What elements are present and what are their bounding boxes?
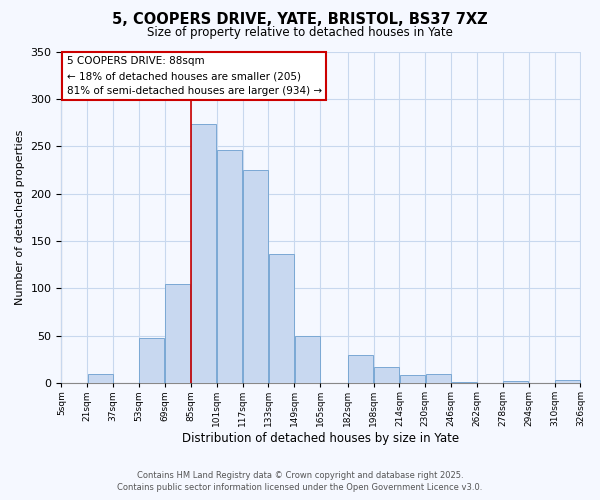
Bar (425, 374, 451, 383)
Y-axis label: Number of detached properties: Number of detached properties (15, 130, 25, 305)
Bar (191, 124, 216, 383)
Bar (217, 150, 242, 383)
Bar (243, 170, 268, 383)
Bar (555, 380, 580, 383)
Bar (295, 336, 320, 383)
Bar (400, 374, 425, 383)
X-axis label: Distribution of detached houses by size in Yate: Distribution of detached houses by size … (182, 432, 460, 445)
Text: 5 COOPERS DRIVE: 88sqm
← 18% of detached houses are smaller (205)
81% of semi-de: 5 COOPERS DRIVE: 88sqm ← 18% of detached… (67, 56, 322, 96)
Bar (348, 354, 373, 383)
Bar (166, 284, 190, 383)
Text: 5, COOPERS DRIVE, YATE, BRISTOL, BS37 7XZ: 5, COOPERS DRIVE, YATE, BRISTOL, BS37 7X… (112, 12, 488, 28)
Text: Size of property relative to detached houses in Yate: Size of property relative to detached ho… (147, 26, 453, 39)
Bar (269, 254, 294, 383)
Bar (139, 338, 164, 383)
Bar (374, 367, 399, 383)
Bar (503, 381, 529, 383)
Bar (88, 374, 113, 383)
Bar (452, 382, 476, 383)
Text: Contains HM Land Registry data © Crown copyright and database right 2025.
Contai: Contains HM Land Registry data © Crown c… (118, 471, 482, 492)
